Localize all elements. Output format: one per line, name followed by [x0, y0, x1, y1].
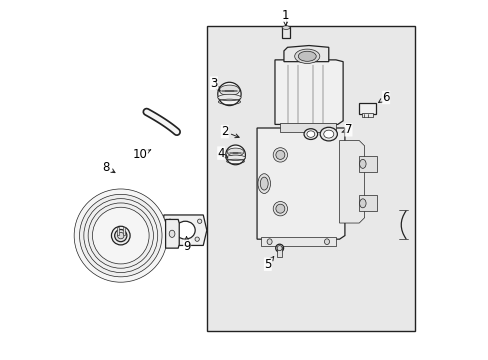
Ellipse shape [167, 219, 172, 224]
Ellipse shape [323, 130, 333, 138]
Text: 6: 6 [378, 91, 389, 104]
Ellipse shape [169, 230, 175, 237]
Ellipse shape [275, 150, 285, 159]
Text: 2: 2 [221, 125, 239, 138]
Bar [359, 195, 376, 211]
Ellipse shape [266, 239, 271, 244]
Ellipse shape [359, 159, 366, 168]
Ellipse shape [294, 49, 319, 63]
Ellipse shape [258, 174, 270, 193]
Ellipse shape [117, 232, 124, 239]
Circle shape [80, 194, 162, 277]
Bar [358, 103, 376, 114]
Text: 3: 3 [210, 77, 220, 91]
Ellipse shape [115, 229, 126, 242]
Text: 5: 5 [264, 257, 273, 271]
Ellipse shape [219, 85, 239, 96]
Circle shape [74, 189, 167, 282]
Ellipse shape [306, 131, 314, 137]
Ellipse shape [260, 177, 267, 190]
Ellipse shape [359, 199, 366, 208]
Text: 1: 1 [282, 9, 289, 26]
Bar [282, 27, 289, 39]
Ellipse shape [273, 202, 287, 216]
Text: 4: 4 [217, 147, 227, 159]
Ellipse shape [275, 204, 285, 213]
Bar [206, 26, 414, 330]
Ellipse shape [225, 145, 245, 165]
Polygon shape [284, 45, 328, 62]
Polygon shape [257, 128, 344, 239]
Ellipse shape [275, 244, 283, 252]
Ellipse shape [273, 148, 287, 162]
Circle shape [92, 207, 149, 264]
Circle shape [83, 199, 158, 273]
Text: 8: 8 [102, 161, 115, 174]
Ellipse shape [217, 94, 241, 101]
Text: 10: 10 [133, 148, 150, 161]
Ellipse shape [197, 219, 202, 224]
Ellipse shape [282, 26, 289, 30]
Ellipse shape [225, 155, 245, 161]
Bar [359, 156, 376, 172]
Polygon shape [339, 140, 364, 223]
Ellipse shape [111, 226, 130, 245]
Polygon shape [163, 215, 206, 246]
Ellipse shape [277, 246, 282, 251]
Polygon shape [274, 60, 343, 125]
Polygon shape [260, 237, 335, 246]
Ellipse shape [227, 148, 244, 156]
Bar [277, 247, 281, 257]
Bar [362, 113, 372, 117]
Ellipse shape [304, 129, 317, 139]
Circle shape [88, 203, 153, 268]
Ellipse shape [167, 237, 172, 241]
Text: 9: 9 [183, 237, 190, 253]
Ellipse shape [298, 51, 316, 61]
Text: 7: 7 [341, 123, 351, 136]
Ellipse shape [320, 127, 337, 141]
Ellipse shape [175, 221, 195, 239]
Polygon shape [165, 220, 179, 248]
Bar [122, 227, 124, 235]
Ellipse shape [217, 82, 241, 105]
Bar [280, 123, 335, 132]
Ellipse shape [324, 239, 329, 244]
Ellipse shape [195, 237, 199, 241]
Bar [117, 227, 119, 235]
